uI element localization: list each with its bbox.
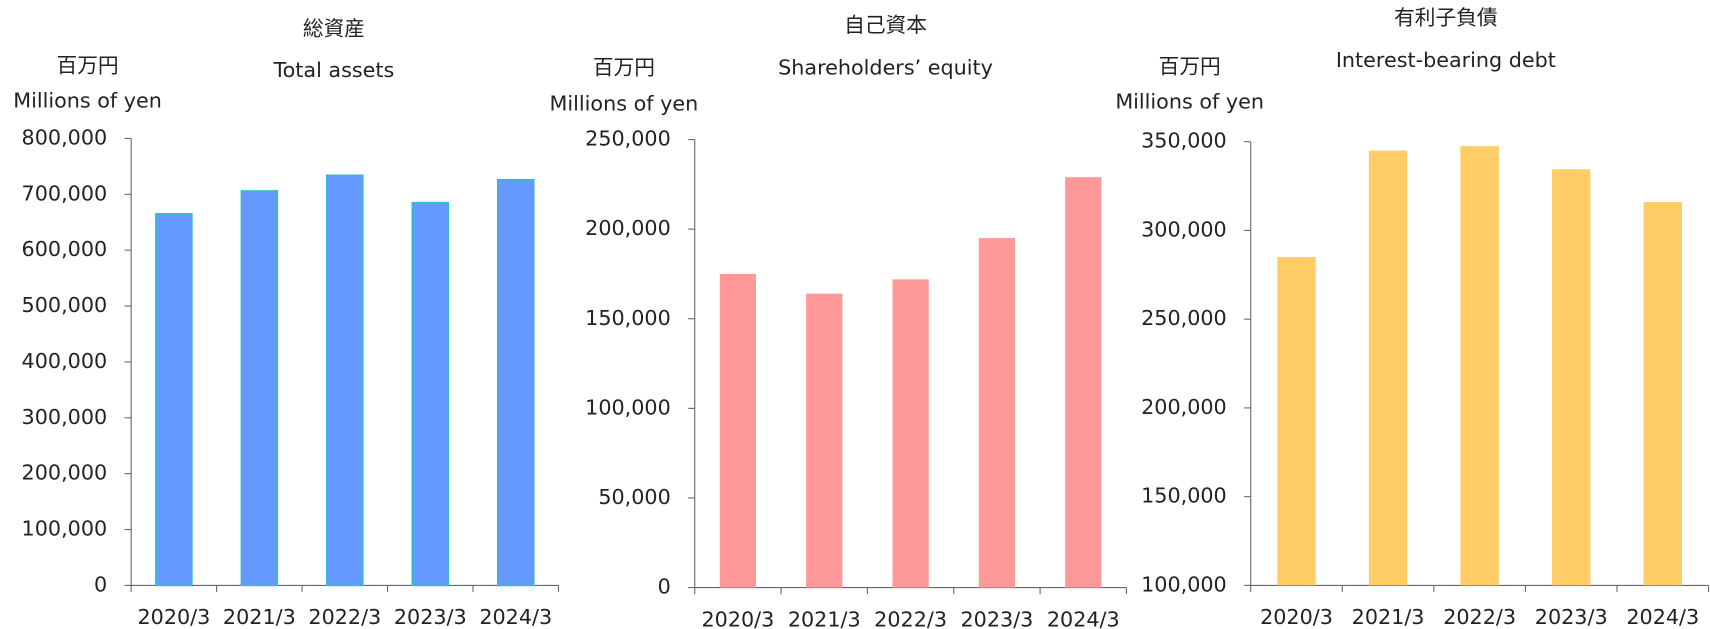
chart-title: 有利子負債	[1394, 6, 1498, 30]
y-tick-label: 100,000	[585, 395, 671, 419]
y-tick-label: 0	[658, 575, 671, 599]
bar	[240, 190, 279, 587]
bar	[411, 201, 450, 587]
y-tick-label: 200,000	[22, 461, 108, 485]
y-tick-label: 200,000	[1141, 395, 1227, 419]
bar	[892, 279, 929, 588]
y-tick-label: 350,000	[1141, 129, 1227, 153]
bar	[719, 273, 757, 588]
y-tick-label: 400,000	[22, 349, 108, 373]
bar	[1065, 177, 1102, 588]
bar	[978, 238, 1016, 588]
x-tick-label: 2023/3	[961, 607, 1034, 629]
y-unit: 百万円	[593, 56, 655, 80]
y-unit: 百万円	[56, 53, 118, 77]
x-tick-label: 2020/3	[137, 605, 210, 629]
x-tick-label: 2022/3	[308, 605, 381, 629]
bar	[1643, 202, 1683, 586]
bar	[806, 293, 843, 588]
x-tick-label: 2024/3	[1626, 605, 1699, 629]
chart-title: 総資産	[303, 16, 365, 40]
chart-subtitle: Shareholders’ equity	[778, 56, 993, 80]
x-tick-label: 2024/3	[1047, 607, 1120, 629]
y-tick-label: 250,000	[1141, 306, 1227, 330]
y-tick-label: 0	[94, 572, 107, 596]
y-tick-label: 500,000	[22, 293, 108, 317]
y-tick-label: 600,000	[22, 237, 108, 261]
x-tick-label: 2022/3	[874, 607, 947, 629]
bar	[1277, 257, 1316, 586]
y-tick-label: 150,000	[1141, 484, 1227, 508]
y-unit: 百万円	[1159, 55, 1221, 79]
y-tick-label: 50,000	[598, 485, 670, 509]
x-tick-label: 2021/3	[1352, 605, 1425, 629]
bar	[496, 178, 535, 587]
y-tick-label: 700,000	[22, 181, 108, 205]
bar	[155, 213, 193, 587]
y-tick-label: 250,000	[585, 127, 671, 151]
chart-subtitle: Total assets	[273, 58, 395, 82]
bar	[1551, 169, 1591, 586]
x-tick-label: 2021/3	[223, 605, 296, 629]
x-tick-label: 2023/3	[1535, 605, 1608, 629]
y-tick-label: 100,000	[1141, 572, 1227, 596]
x-tick-label: 2022/3	[1443, 605, 1516, 629]
y-label: Millions of yen	[550, 92, 699, 116]
y-tick-label: 300,000	[22, 405, 108, 429]
y-tick-label: 100,000	[22, 517, 108, 541]
y-tick-label: 150,000	[585, 306, 671, 330]
y-tick-label: 200,000	[585, 216, 671, 240]
bar	[1460, 146, 1499, 586]
bar	[326, 174, 364, 587]
y-label: Millions of yen	[13, 88, 162, 112]
chart-title: 自己資本	[844, 13, 927, 37]
bar	[1368, 150, 1408, 586]
y-label: Millions of yen	[1115, 89, 1264, 113]
y-tick-label: 300,000	[1141, 217, 1227, 241]
x-tick-label: 2024/3	[479, 605, 552, 629]
x-tick-label: 2020/3	[1260, 605, 1333, 629]
x-tick-label: 2023/3	[394, 605, 467, 629]
x-tick-label: 2020/3	[701, 607, 774, 629]
x-tick-label: 2021/3	[788, 607, 861, 629]
y-tick-label: 800,000	[22, 125, 108, 149]
chart-subtitle: Interest-bearing debt	[1336, 48, 1556, 72]
